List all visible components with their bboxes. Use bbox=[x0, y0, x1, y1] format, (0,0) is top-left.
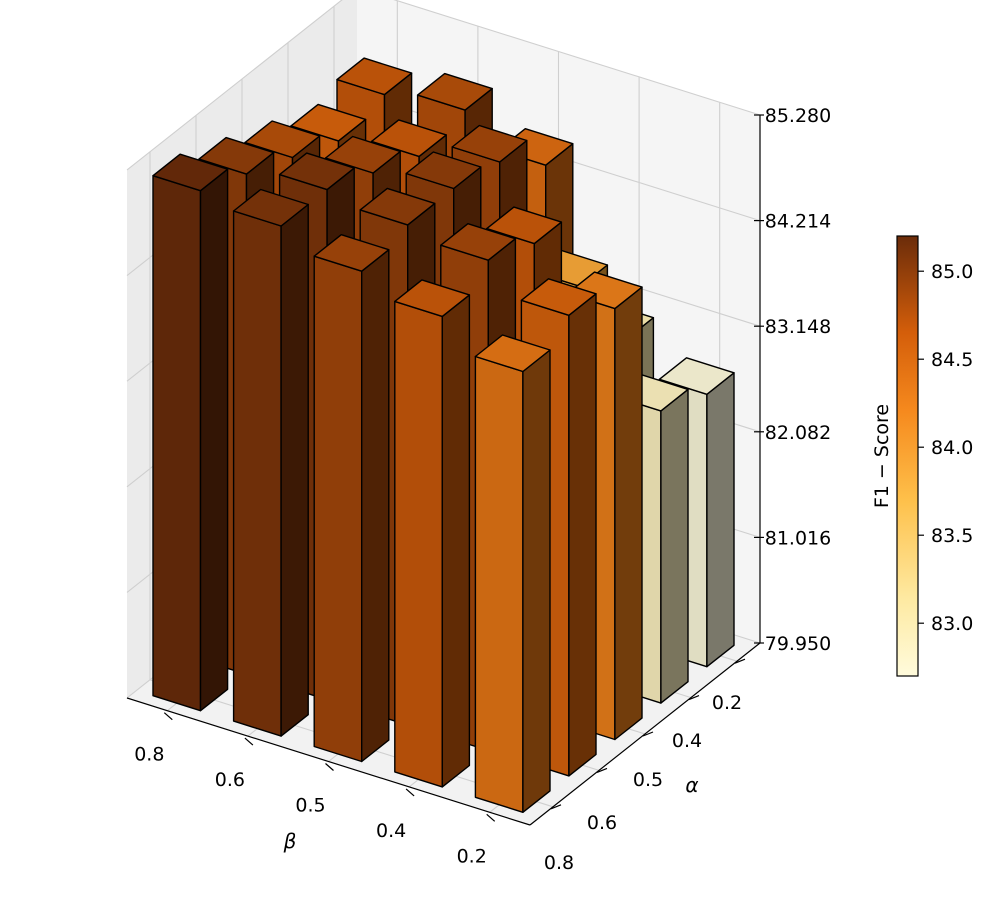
z-tick-label: 85.280 bbox=[765, 105, 831, 127]
alpha-axis-label: α bbox=[685, 773, 698, 797]
beta-tick-mark bbox=[244, 737, 254, 746]
alpha-axis-line bbox=[529, 642, 761, 826]
bar-top-face bbox=[451, 124, 528, 163]
z-tick-label: 81.016 bbox=[765, 527, 831, 549]
z-tick-label: 79.950 bbox=[765, 633, 831, 655]
bar-top-face bbox=[405, 151, 482, 190]
colorbar-tick-label: 84.0 bbox=[931, 437, 973, 459]
beta-tick-label: 0.2 bbox=[457, 845, 487, 867]
bar-top-face bbox=[244, 120, 321, 159]
beta-tick-label: 0.6 bbox=[215, 769, 245, 791]
z-tick-label: 84.214 bbox=[765, 211, 831, 233]
colorbar: 83.0 83.5 84.0 84.5 85.0 F1 − Score bbox=[871, 235, 973, 677]
colorbar-tick-label: 84.5 bbox=[931, 349, 973, 371]
beta-tick-label: 0.8 bbox=[134, 744, 164, 766]
alpha-tick-mark bbox=[596, 767, 608, 773]
bar bbox=[232, 188, 309, 737]
beta-tick-label: 0.5 bbox=[295, 795, 325, 817]
bar-top-face bbox=[198, 136, 275, 175]
bar-top-face bbox=[440, 222, 517, 261]
bar-top-face bbox=[232, 188, 309, 227]
beta-tick-mark bbox=[486, 813, 496, 822]
bar-side-face bbox=[614, 286, 643, 741]
bar-side-face bbox=[522, 349, 551, 813]
alpha-tick-label: 0.6 bbox=[587, 812, 617, 834]
alpha-tick-label: 0.8 bbox=[544, 852, 574, 874]
colorbar-tick-label: 83.5 bbox=[931, 525, 973, 547]
bar-side-face bbox=[199, 168, 229, 712]
axes-group: 0.8 0.6 0.5 0.4 0.2 0.2 0.4 0.5 0.6 0.8 79.950 81.0… bbox=[126, 105, 831, 874]
alpha-tick-mark bbox=[734, 658, 746, 664]
z-tick-label: 83.148 bbox=[765, 316, 831, 338]
bar-side-face bbox=[361, 248, 390, 763]
z-tick-label: 82.082 bbox=[765, 422, 831, 444]
bar-top-face bbox=[336, 57, 413, 96]
bar-top-face bbox=[278, 152, 355, 191]
colorbar-label: F1 − Score bbox=[871, 404, 893, 508]
bar bbox=[313, 233, 390, 763]
beta-tick-mark bbox=[405, 788, 415, 797]
beta-tick-mark bbox=[163, 712, 173, 721]
bar-side-face bbox=[706, 372, 735, 668]
bar-top-face bbox=[486, 206, 563, 245]
colorbar-tick-label: 83.0 bbox=[931, 613, 973, 635]
alpha-tick-label: 0.2 bbox=[712, 692, 742, 714]
bar-top-face bbox=[370, 119, 447, 158]
colorbar-tick-label: 85.0 bbox=[931, 261, 973, 283]
bars-group bbox=[152, 57, 735, 813]
bar-top-face bbox=[324, 135, 401, 174]
bar-top-face bbox=[290, 103, 367, 142]
bar-top-face bbox=[394, 279, 471, 318]
alpha-tick-mark bbox=[642, 731, 654, 737]
colorbar-gradient bbox=[896, 235, 919, 677]
grid-line-z bbox=[126, 0, 761, 171]
beta-tick-label: 0.4 bbox=[376, 820, 406, 842]
bar-side-face bbox=[280, 203, 309, 737]
bar-front-face bbox=[394, 300, 443, 788]
beta-tick-mark bbox=[325, 763, 334, 771]
alpha-tick-mark bbox=[688, 695, 700, 701]
beta-axis-label: β bbox=[283, 829, 297, 853]
alpha-tick-label: 0.4 bbox=[672, 730, 702, 752]
bar-top-face bbox=[152, 153, 229, 192]
bar bbox=[394, 279, 471, 788]
bar-top-face bbox=[416, 72, 493, 111]
beta-axis-line bbox=[126, 697, 531, 826]
alpha-tick-mark bbox=[550, 804, 562, 810]
bar-front-face bbox=[313, 255, 363, 763]
alpha-tick-label: 0.5 bbox=[633, 769, 663, 791]
bar-top-face bbox=[658, 357, 735, 395]
bar-top-face bbox=[474, 334, 551, 373]
bar-front-face bbox=[232, 210, 282, 737]
bar-side-face bbox=[441, 294, 471, 788]
bar-side-face bbox=[568, 293, 597, 777]
bar bbox=[474, 334, 551, 813]
bar-top-face bbox=[359, 187, 436, 226]
bar bbox=[152, 153, 229, 712]
bar-front-face bbox=[152, 174, 202, 712]
bar-side-face bbox=[660, 388, 689, 704]
bar-top-face bbox=[313, 233, 390, 272]
bar-top-face bbox=[520, 278, 597, 316]
bar-front-face bbox=[474, 355, 524, 813]
